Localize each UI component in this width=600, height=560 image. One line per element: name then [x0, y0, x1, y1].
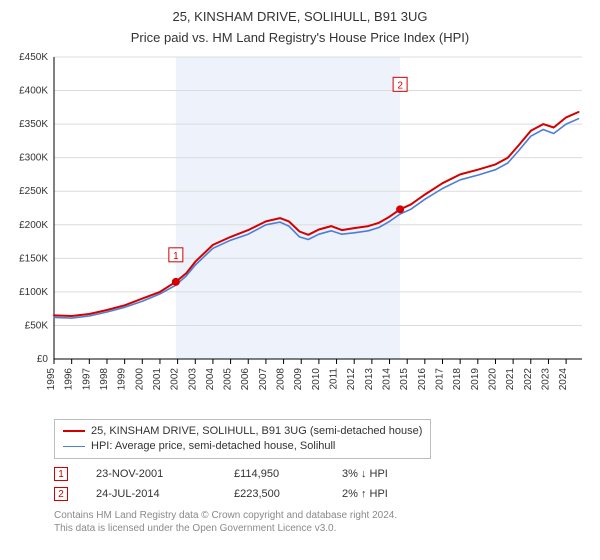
svg-text:2018: 2018: [452, 367, 463, 390]
svg-text:2008: 2008: [276, 367, 287, 390]
svg-text:2020: 2020: [487, 367, 498, 390]
figure-title: 25, KINSHAM DRIVE, SOLIHULL, B91 3UG: [6, 8, 594, 26]
legend: 25, KINSHAM DRIVE, SOLIHULL, B91 3UG (se…: [54, 419, 431, 460]
svg-text:2022: 2022: [523, 367, 534, 390]
svg-text:£200K: £200K: [19, 219, 48, 230]
sales-table: 1 23-NOV-2001 £114,950 3% ↓ HPI 2 24-JUL-2014…: [54, 467, 594, 501]
svg-text:2023: 2023: [540, 367, 551, 390]
svg-text:2000: 2000: [134, 367, 145, 390]
svg-text:2014: 2014: [382, 367, 393, 390]
svg-text:1995: 1995: [46, 367, 57, 390]
sale-marker: 1: [54, 467, 68, 481]
sale-row: 2 24-JUL-2014 £223,500 2% ↑ HPI: [54, 487, 594, 501]
sale-date: 23-NOV-2001: [96, 468, 206, 480]
chart-area: £0 £50K £100K £150K £200K £250K £300K £350K £400…: [6, 51, 594, 411]
price-chart: £0 £50K £100K £150K £200K £250K £300K £350K £400…: [6, 51, 592, 411]
legend-row: 25, KINSHAM DRIVE, SOLIHULL, B91 3UG (se…: [63, 424, 422, 439]
svg-text:£400K: £400K: [19, 85, 48, 96]
svg-text:2021: 2021: [505, 367, 516, 390]
svg-text:£300K: £300K: [19, 152, 48, 163]
svg-text:1: 1: [173, 250, 179, 261]
svg-text:2002: 2002: [170, 367, 181, 390]
svg-text:2013: 2013: [364, 367, 375, 390]
svg-text:£0: £0: [37, 354, 49, 365]
svg-text:2011: 2011: [329, 367, 340, 389]
legend-label: 25, KINSHAM DRIVE, SOLIHULL, B91 3UG (se…: [91, 424, 422, 439]
sale-date: 24-JUL-2014: [96, 488, 206, 500]
svg-text:2007: 2007: [258, 367, 269, 390]
attribution-line-2: This data is licensed under the Open Gov…: [54, 522, 594, 535]
svg-text:£100K: £100K: [19, 286, 48, 297]
svg-text:2016: 2016: [417, 367, 428, 390]
svg-text:2017: 2017: [434, 367, 445, 390]
svg-text:1999: 1999: [117, 367, 128, 390]
svg-text:2024: 2024: [558, 367, 569, 390]
svg-text:2012: 2012: [346, 367, 357, 390]
sale-row: 1 23-NOV-2001 £114,950 3% ↓ HPI: [54, 467, 594, 481]
svg-text:2010: 2010: [311, 367, 322, 390]
sale-price: £114,950: [234, 468, 314, 480]
legend-swatch: [63, 430, 85, 432]
svg-text:2019: 2019: [470, 367, 481, 390]
figure-subtitle: Price paid vs. HM Land Registry's House …: [6, 30, 594, 45]
svg-text:1997: 1997: [81, 367, 92, 390]
svg-text:1998: 1998: [99, 367, 110, 390]
svg-text:2009: 2009: [293, 367, 304, 390]
sale-delta: 2% ↑ HPI: [342, 488, 388, 500]
svg-text:2005: 2005: [223, 367, 234, 390]
svg-text:2001: 2001: [152, 367, 163, 390]
sale-delta: 3% ↓ HPI: [342, 468, 388, 480]
figure-container: 25, KINSHAM DRIVE, SOLIHULL, B91 3UG Pri…: [0, 0, 600, 543]
svg-text:1996: 1996: [64, 367, 75, 390]
legend-swatch: [63, 446, 85, 447]
svg-text:2006: 2006: [240, 367, 251, 390]
attribution-line-1: Contains HM Land Registry data © Crown c…: [54, 509, 594, 522]
svg-text:£350K: £350K: [19, 119, 48, 130]
sale-marker: 2: [54, 487, 68, 501]
legend-label: HPI: Average price, semi-detached house,…: [91, 439, 335, 454]
svg-text:£150K: £150K: [19, 253, 48, 264]
svg-text:£250K: £250K: [19, 186, 48, 197]
svg-text:£50K: £50K: [25, 320, 49, 331]
attribution: Contains HM Land Registry data © Crown c…: [54, 509, 594, 535]
svg-text:2015: 2015: [399, 367, 410, 390]
svg-text:2003: 2003: [187, 367, 198, 390]
svg-text:2004: 2004: [205, 367, 216, 390]
svg-text:£450K: £450K: [19, 52, 48, 63]
sale-price: £223,500: [234, 488, 314, 500]
legend-row: HPI: Average price, semi-detached house,…: [63, 439, 422, 454]
svg-text:2: 2: [397, 80, 403, 91]
